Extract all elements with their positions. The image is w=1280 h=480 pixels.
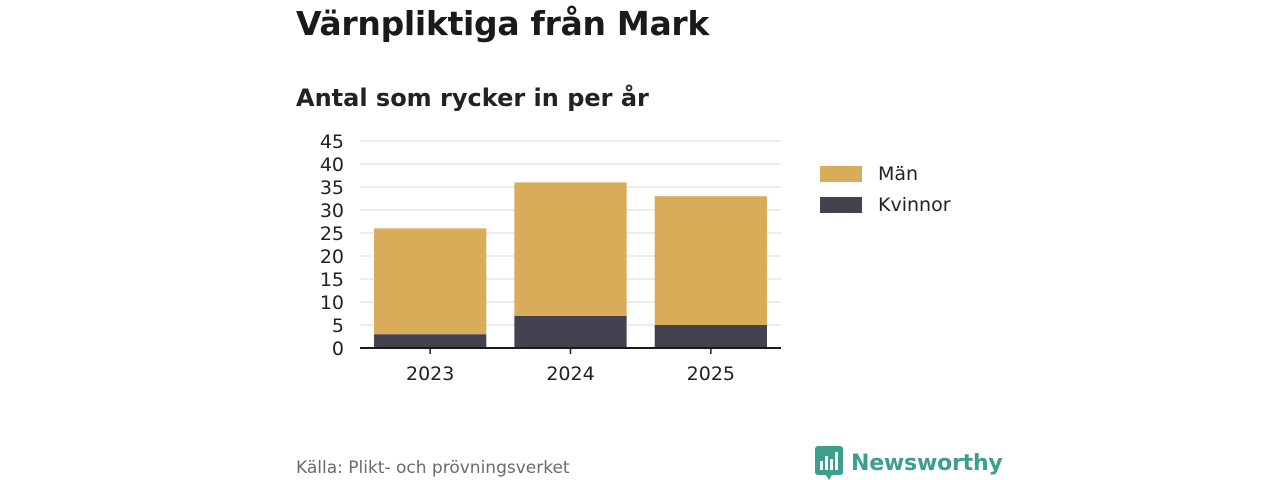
bar-m-n-2024 <box>514 182 627 316</box>
legend-item-man: Män <box>820 158 951 189</box>
legend-label-man: Män <box>878 162 919 185</box>
bar-kvinnor-2025 <box>654 325 767 348</box>
y-tick-label: 35 <box>320 177 344 199</box>
x-tick-label-2023: 2023 <box>406 363 454 385</box>
chart-legend: Män Kvinnor <box>820 158 951 220</box>
newsworthy-logo-icon <box>815 446 843 480</box>
y-tick-label: 20 <box>320 246 344 268</box>
y-tick-label: 10 <box>320 292 344 314</box>
y-tick-label: 15 <box>320 269 344 291</box>
y-tick-label: 5 <box>332 315 344 337</box>
legend-item-kvinnor: Kvinnor <box>820 189 951 220</box>
bar-m-n-2023 <box>374 228 487 335</box>
y-tick-label: 30 <box>320 200 344 222</box>
y-tick-label: 45 <box>320 131 344 153</box>
x-tick-label-2024: 2024 <box>546 363 594 385</box>
chart-title: Värnpliktiga från Mark <box>296 4 710 43</box>
y-tick-label: 25 <box>320 223 344 245</box>
bar-kvinnor-2024 <box>514 315 627 348</box>
chart-subtitle: Antal som rycker in per år <box>296 84 649 112</box>
legend-swatch-kvinnor <box>820 196 862 213</box>
brand-name: Newsworthy <box>851 450 1003 476</box>
bar-m-n-2025 <box>654 196 767 325</box>
source-note: Källa: Plikt- och prövningsverket <box>296 458 570 478</box>
y-tick-label: 0 <box>332 338 344 360</box>
x-tick-label-2025: 2025 <box>687 363 735 385</box>
legend-label-kvinnor: Kvinnor <box>878 193 951 216</box>
bar-kvinnor-2023 <box>374 334 487 348</box>
legend-swatch-man <box>820 165 862 182</box>
newsworthy-brand[interactable]: Newsworthy <box>815 446 1003 480</box>
y-tick-label: 40 <box>320 154 344 176</box>
